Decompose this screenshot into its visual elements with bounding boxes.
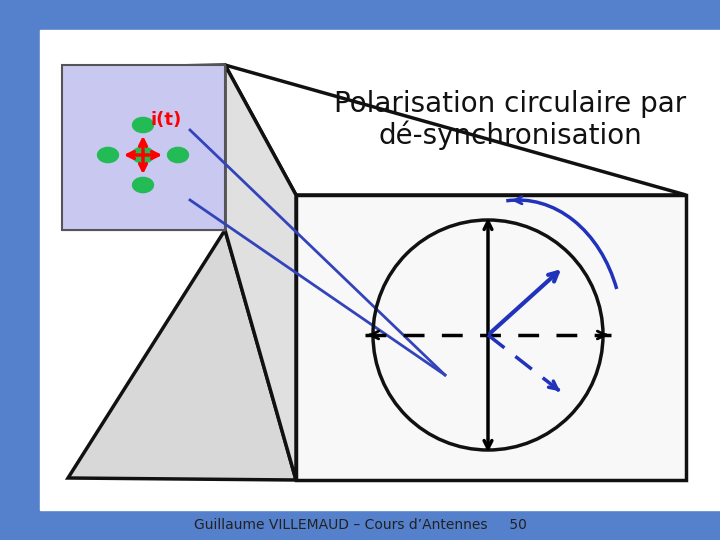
Bar [40,30,720,510]
Text: dé-synchronisation: dé-synchronisation [378,120,642,150]
Text: Polarisation circulaire par: Polarisation circulaire par [334,90,686,118]
Bar [0,30,40,510]
Ellipse shape [132,147,154,163]
Ellipse shape [97,147,119,163]
Ellipse shape [168,147,189,163]
Bar [0,0,720,30]
Text: Guillaume VILLEMAUD – Cours d’Antennes     50: Guillaume VILLEMAUD – Cours d’Antennes 5… [194,518,526,532]
Text: i(t): i(t) [151,111,182,129]
Ellipse shape [132,117,153,133]
Bar [0,510,720,540]
Ellipse shape [132,178,153,193]
Polygon shape [68,230,296,480]
Bar [296,195,686,480]
Polygon shape [68,65,296,195]
Bar [62,65,225,230]
Bar [62,65,225,230]
Polygon shape [225,65,296,480]
